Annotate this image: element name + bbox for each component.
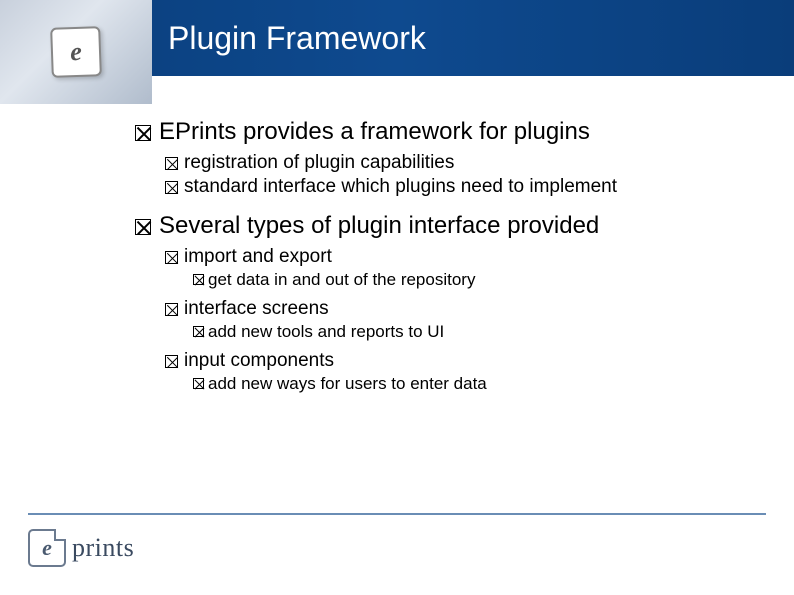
bullet-level2: import and export	[165, 246, 755, 268]
bullet-level2: interface screens	[165, 298, 755, 320]
bullet-level2: standard interface which plugins need to…	[165, 176, 755, 198]
checkbox-bullet-icon	[165, 303, 178, 316]
eprints-logo-text: prints	[72, 533, 134, 563]
bullet-level3: add new tools and reports to UI	[193, 322, 755, 342]
bullet-text: registration of plugin capabilities	[184, 152, 454, 174]
footer-logo: e prints	[28, 529, 134, 567]
bullet-text: import and export	[184, 246, 332, 268]
checkbox-bullet-icon	[165, 355, 178, 368]
header-decorative-image: e	[0, 0, 152, 104]
checkbox-bullet-icon	[165, 181, 178, 194]
slide-content: EPrints provides a framework for plugins…	[135, 118, 755, 396]
bullet-text: input components	[184, 350, 334, 372]
checkbox-bullet-icon	[165, 251, 178, 264]
bullet-text: Several types of plugin interface provid…	[159, 212, 599, 240]
eprints-logo-letter: e	[42, 535, 52, 561]
checkbox-bullet-icon	[165, 157, 178, 170]
checkbox-bullet-icon	[193, 274, 204, 285]
checkbox-bullet-icon	[135, 219, 151, 235]
eprints-icon-letter: e	[70, 37, 83, 67]
slide-title: Plugin Framework	[168, 20, 426, 57]
eprints-logo-icon: e	[28, 529, 66, 567]
checkbox-bullet-icon	[193, 378, 204, 389]
checkbox-bullet-icon	[135, 125, 151, 141]
bullet-text: interface screens	[184, 298, 329, 320]
bullet-level3: get data in and out of the repository	[193, 270, 755, 290]
footer-divider	[28, 513, 766, 515]
bullet-level2: registration of plugin capabilities	[165, 152, 755, 174]
checkbox-bullet-icon	[193, 326, 204, 337]
bullet-level1: Several types of plugin interface provid…	[135, 212, 755, 240]
bullet-text: add new ways for users to enter data	[208, 374, 487, 394]
eprints-icon: e	[50, 26, 102, 78]
bullet-text: add new tools and reports to UI	[208, 322, 444, 342]
bullet-text: standard interface which plugins need to…	[184, 176, 617, 198]
bullet-level3: add new ways for users to enter data	[193, 374, 755, 394]
bullet-text: EPrints provides a framework for plugins	[159, 118, 590, 146]
bullet-text: get data in and out of the repository	[208, 270, 475, 290]
bullet-level2: input components	[165, 350, 755, 372]
bullet-level1: EPrints provides a framework for plugins	[135, 118, 755, 146]
